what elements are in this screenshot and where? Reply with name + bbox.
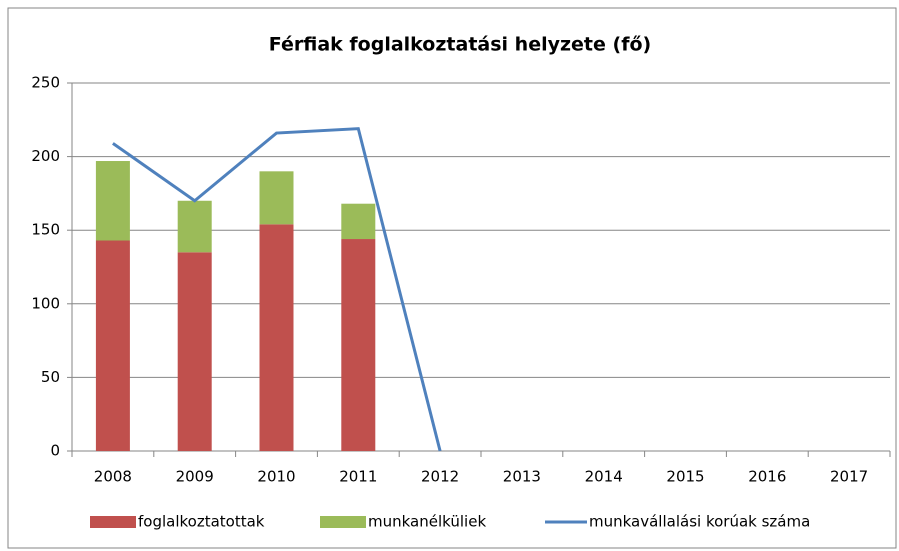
- y-tick-label: 0: [50, 442, 60, 460]
- chart-title: Férfiak foglalkoztatási helyzete (fő): [269, 34, 651, 56]
- legend-label: munkanélküliek: [368, 513, 486, 531]
- bar: [259, 171, 294, 225]
- legend-swatch: [320, 516, 366, 528]
- x-tick-label: 2015: [666, 468, 704, 486]
- bar: [95, 240, 130, 451]
- y-tick-label: 200: [31, 147, 60, 165]
- bar: [177, 200, 212, 253]
- y-tick-label: 50: [41, 368, 60, 386]
- x-tick-label: 2017: [830, 468, 868, 486]
- bar: [341, 203, 376, 240]
- legend-swatch: [90, 516, 136, 528]
- x-tick-label: 2014: [585, 468, 623, 486]
- x-tick-label: 2012: [421, 468, 459, 486]
- x-tick-label: 2016: [748, 468, 786, 486]
- legend-label: foglalkoztatottak: [138, 513, 265, 531]
- bar: [95, 161, 130, 241]
- y-tick-label: 100: [31, 294, 60, 312]
- x-tick-label: 2011: [339, 468, 377, 486]
- chart-frame: [7, 7, 897, 549]
- line: [112, 127, 442, 452]
- x-tick-label: 2008: [94, 468, 132, 486]
- x-tick-label: 2010: [257, 468, 295, 486]
- legend-label: munkavállalási korúak száma: [589, 513, 810, 531]
- x-tick-label: 2013: [503, 468, 541, 486]
- bar: [177, 252, 212, 451]
- bar: [341, 239, 376, 451]
- x-tick-label: 2009: [176, 468, 214, 486]
- bar: [259, 224, 294, 451]
- y-tick-label: 250: [31, 74, 60, 92]
- y-tick-label: 150: [31, 221, 60, 239]
